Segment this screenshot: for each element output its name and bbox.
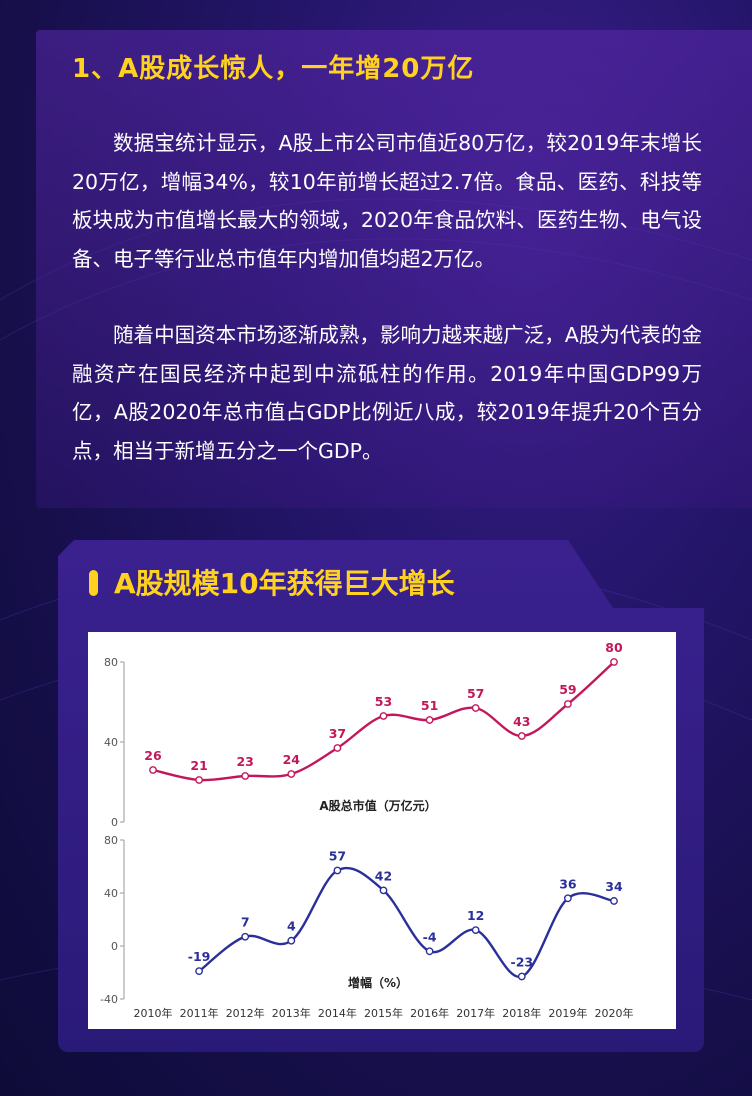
growth-data-label: -4 [423, 929, 437, 944]
article-heading: 1、A股成长惊人，一年增20万亿 [72, 54, 475, 84]
x-tick-label: 2015年 [364, 1006, 403, 1020]
market-cap-y-tick-label: 80 [104, 656, 118, 669]
market-cap-data-label: 80 [605, 640, 623, 655]
growth-data-point [333, 866, 342, 875]
x-tick-label: 2018年 [502, 1006, 541, 1020]
market-cap-data-point [241, 772, 250, 780]
growth-data-label: -19 [188, 949, 211, 964]
market-cap-data-point [287, 770, 296, 778]
growth-data-label: 57 [329, 848, 346, 863]
x-tick-label: 2013年 [272, 1006, 311, 1020]
growth-data-point [517, 972, 526, 981]
market-cap-y-tick-label: 40 [104, 736, 118, 749]
market-cap-data-point [517, 732, 526, 740]
market-cap-data-label: 59 [559, 682, 576, 697]
market-cap-series-line [152, 661, 615, 782]
market-cap-data-point [195, 776, 204, 784]
market-cap-data-label: 23 [236, 754, 253, 769]
market-cap-data-label: 26 [144, 748, 162, 763]
market-cap-series-name: A股总市值（万亿元） [319, 798, 436, 813]
market-cap-data-label: 43 [513, 714, 530, 729]
market-cap-data-point [333, 744, 342, 752]
article-paragraph-1: 数据宝统计显示，A股上市公司市值近80万亿，较2019年末增长20万亿，增幅34… [72, 131, 702, 271]
growth-y-tick-label: 0 [111, 940, 118, 953]
x-tick-label: 2014年 [318, 1006, 357, 1020]
chart-container: 0 40 80 26 21 23 24 37 53 51 57 43 59 80 A股总市值（万亿元） -40… [88, 632, 676, 1029]
market-cap-y-tick-label: 0 [111, 816, 118, 829]
growth-data-point [241, 932, 250, 941]
market-cap-data-label: 53 [375, 694, 392, 709]
growth-data-label: 12 [467, 908, 484, 923]
x-tick-label: 2016年 [410, 1006, 449, 1020]
growth-series-name: 增幅（%） [348, 975, 408, 990]
growth-data-label: 34 [605, 879, 623, 894]
article-panel [36, 30, 752, 508]
growth-data-point [471, 926, 480, 934]
card-title: A股规模10年获得巨大增长 [114, 567, 455, 600]
market-cap-data-label: 51 [421, 698, 438, 713]
growth-data-label: -23 [511, 954, 534, 969]
x-tick-label: 2011年 [180, 1006, 219, 1020]
growth-data-label: 36 [559, 876, 577, 891]
growth-y-tick-label: 40 [104, 887, 118, 900]
x-tick-label: 2012年 [226, 1006, 265, 1020]
article-paragraph-2: 随着中国资本市场逐渐成熟，影响力越来越广泛，A股为代表的金融资产在国民经济中起到… [72, 323, 702, 463]
market-cap-data-point [610, 658, 618, 666]
growth-data-point [195, 967, 204, 976]
growth-data-point [563, 894, 572, 903]
market-cap-data-point [425, 716, 434, 724]
x-tick-label: 2019年 [548, 1006, 587, 1020]
market-cap-data-label: 24 [283, 752, 301, 767]
x-tick-label: 2020年 [595, 1006, 634, 1020]
market-cap-data-label: 21 [190, 758, 207, 773]
market-cap-data-label: 37 [329, 726, 346, 741]
growth-data-label: 4 [287, 919, 296, 934]
growth-y-tick-label: -40 [100, 993, 118, 1006]
growth-data-point [379, 886, 388, 895]
growth-series-line [198, 866, 615, 978]
growth-data-label: 42 [375, 868, 392, 883]
growth-y-tick-label: 80 [104, 834, 118, 847]
growth-data-point [425, 947, 434, 956]
market-cap-data-point [563, 700, 572, 708]
growth-data-label: 7 [241, 915, 250, 930]
x-tick-label: 2017年 [456, 1006, 495, 1020]
market-cap-data-point [471, 704, 480, 712]
x-tick-label: 2010年 [134, 1006, 173, 1020]
market-cap-data-point [149, 766, 157, 774]
card-title-bullet [89, 570, 98, 596]
market-cap-data-point [379, 712, 388, 720]
growth-data-point [287, 936, 296, 945]
market-cap-data-label: 57 [467, 686, 484, 701]
growth-data-point [610, 897, 618, 905]
